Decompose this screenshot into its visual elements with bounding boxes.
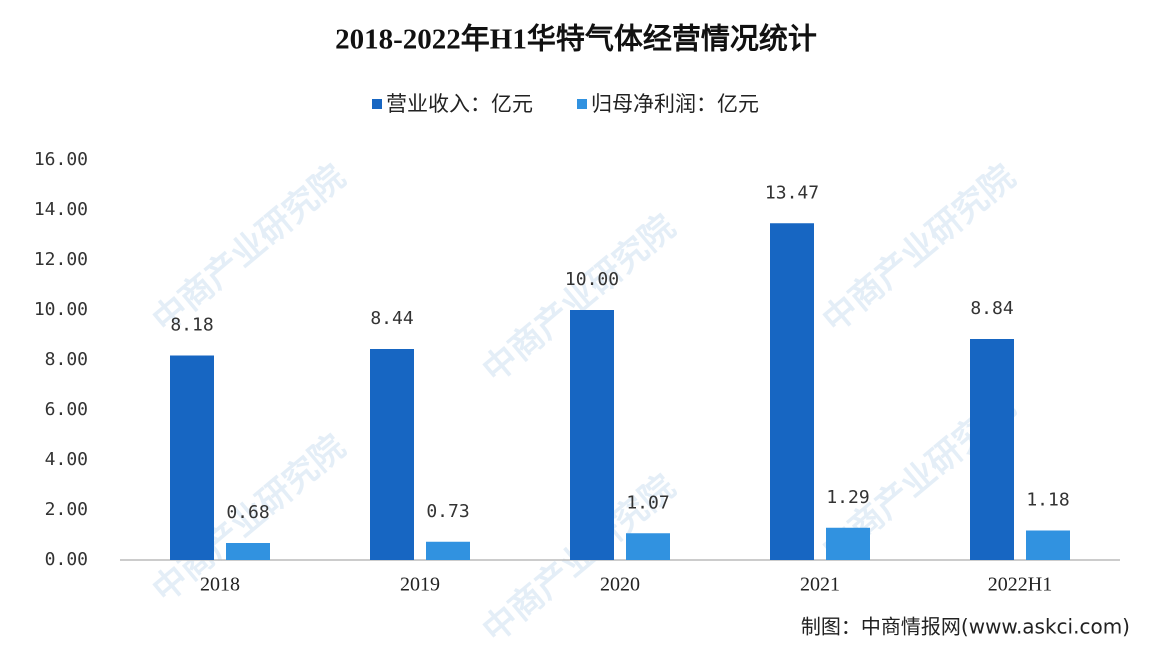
legend-swatch — [372, 99, 382, 109]
watermark: 中商产业研究院 — [145, 157, 353, 341]
bar — [770, 223, 814, 560]
y-tick-label: 10.00 — [34, 299, 88, 320]
legend-label: 营业收入：亿元 — [386, 92, 533, 116]
value-label: 8.84 — [970, 298, 1013, 319]
x-tick-label: 2022H1 — [988, 574, 1052, 596]
value-label: 13.47 — [765, 182, 819, 203]
source-note: 制图：中商情报网(www.askci.com) — [801, 615, 1130, 639]
value-label: 1.07 — [626, 492, 669, 513]
legend-label: 归母净利润：亿元 — [591, 92, 759, 116]
value-label: 8.44 — [370, 308, 413, 329]
bar — [370, 349, 414, 560]
y-tick-label: 2.00 — [45, 499, 88, 520]
bar — [170, 355, 214, 560]
y-tick-label: 6.00 — [45, 399, 88, 420]
bar — [226, 543, 270, 560]
y-tick-label: 14.00 — [34, 199, 88, 220]
bar — [1026, 530, 1070, 560]
value-label: 8.18 — [170, 315, 213, 336]
y-tick-label: 12.00 — [34, 249, 88, 270]
value-label: 10.00 — [565, 269, 619, 290]
y-tick-label: 4.00 — [45, 449, 88, 470]
legend-swatch — [577, 99, 587, 109]
bar — [970, 339, 1014, 560]
value-label: 0.68 — [226, 502, 269, 523]
y-tick-label: 16.00 — [34, 149, 88, 170]
x-tick-label: 2018 — [200, 574, 240, 596]
bar — [570, 310, 614, 560]
x-tick-label: 2021 — [800, 574, 840, 596]
bar — [826, 527, 870, 560]
value-label: 0.73 — [426, 501, 469, 522]
y-tick-label: 8.00 — [45, 349, 88, 370]
value-label: 1.18 — [1026, 490, 1069, 511]
x-tick-label: 2020 — [600, 574, 640, 596]
bar — [626, 533, 670, 560]
chart-title: 2018-2022年H1华特气体经营情况统计 — [335, 22, 817, 56]
bar — [426, 541, 470, 560]
value-label: 1.29 — [826, 487, 869, 508]
x-tick-label: 2019 — [400, 574, 440, 596]
y-tick-label: 0.00 — [45, 549, 88, 570]
